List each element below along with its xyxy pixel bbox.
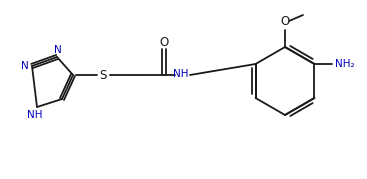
Text: O: O [159,35,168,49]
Text: N: N [54,45,62,55]
Text: O: O [280,14,290,28]
Text: NH₂: NH₂ [335,59,354,69]
Text: S: S [99,69,107,81]
Text: NH: NH [27,110,43,120]
Text: NH: NH [173,69,189,79]
Text: N: N [21,61,29,71]
